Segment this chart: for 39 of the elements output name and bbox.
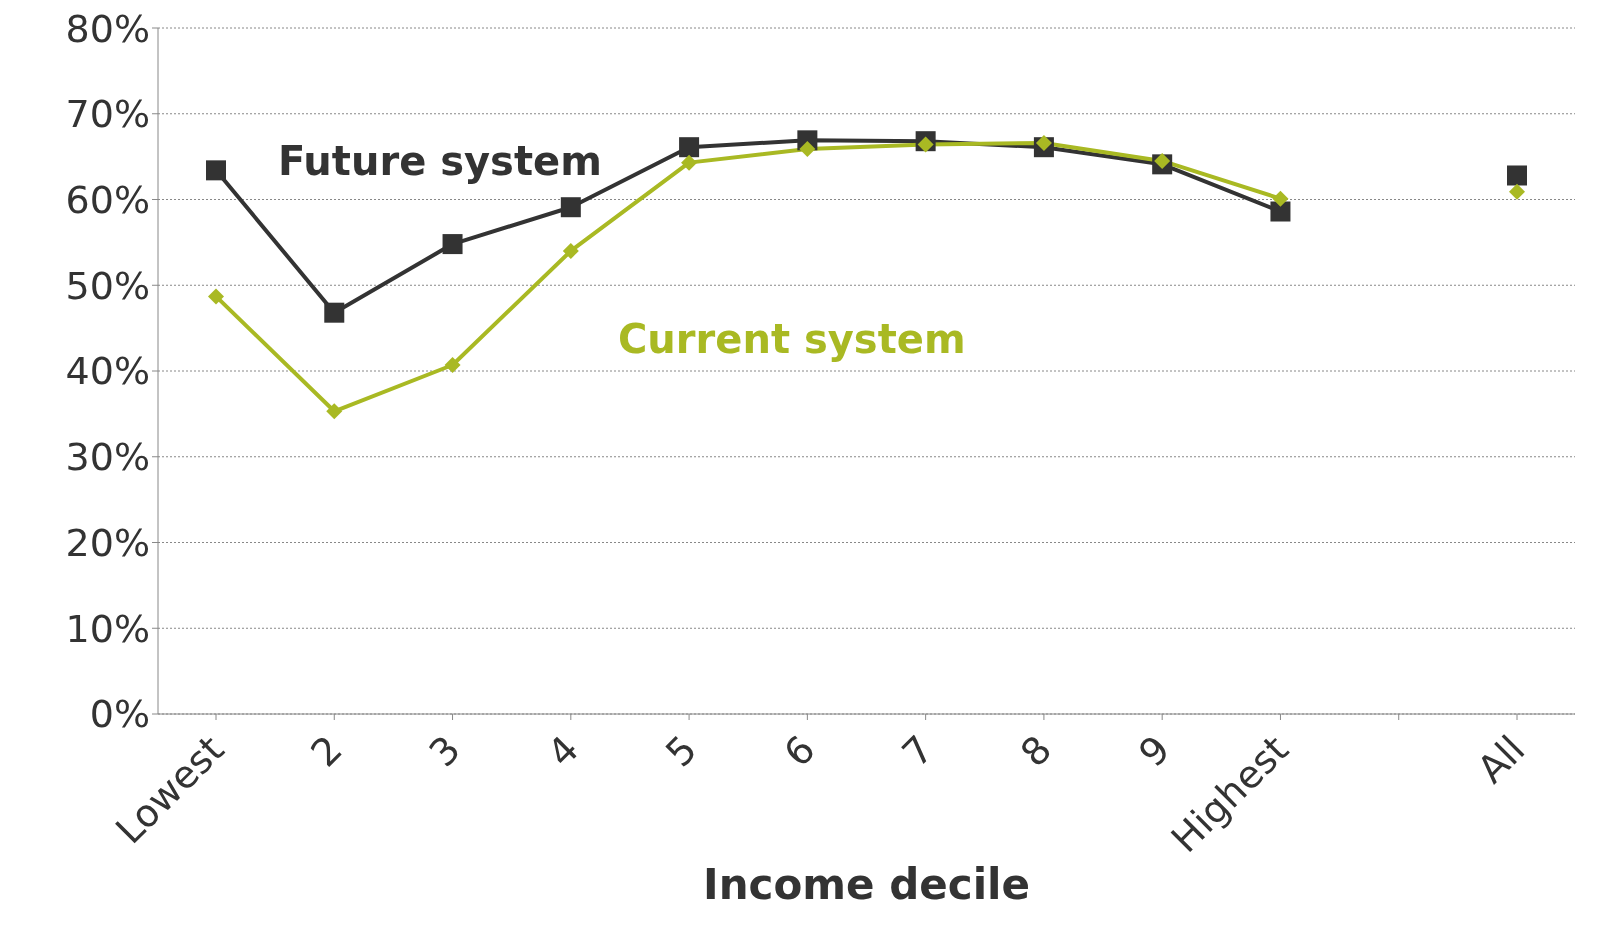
point (1035, 134, 1052, 151)
point (444, 357, 461, 373)
y-tick-label: 50% (65, 263, 150, 308)
x-tick-label: 8 (1012, 727, 1061, 776)
series-label: Future system (278, 138, 602, 184)
y-tick-label: 60% (65, 177, 150, 222)
x-tick-label: 3 (420, 727, 469, 776)
x-tick-label: 7 (893, 727, 942, 776)
x-axis-title: Income decile (703, 860, 1030, 909)
point (208, 288, 224, 305)
y-tick-label: 80% (65, 6, 150, 51)
point (1272, 190, 1289, 207)
point (799, 140, 816, 157)
point (1154, 152, 1171, 169)
point (326, 403, 343, 420)
x-tick-label: 4 (538, 727, 588, 776)
point (560, 197, 581, 218)
y-tick-label: 70% (65, 92, 150, 137)
y-tick-label: 0% (89, 692, 150, 737)
point (562, 242, 579, 259)
y-tick-label: 40% (65, 349, 150, 394)
point (1509, 183, 1525, 200)
x-tick-label: All (1468, 727, 1534, 792)
point (679, 137, 700, 158)
point (442, 234, 463, 255)
x-tick-label: 5 (657, 727, 706, 776)
x-tick-label: 6 (775, 727, 824, 776)
y-tick-label: 20% (65, 520, 150, 565)
point (1270, 201, 1291, 222)
point (681, 154, 698, 171)
y-tick-label: 30% (65, 435, 150, 480)
point (206, 160, 226, 181)
x-tick-label: 2 (302, 727, 351, 776)
y-tick-label: 10% (65, 606, 150, 651)
series-label: Current system (618, 316, 966, 362)
x-tick-label: 9 (1130, 727, 1179, 776)
point (1507, 165, 1527, 186)
point (324, 302, 345, 323)
point (917, 136, 934, 153)
